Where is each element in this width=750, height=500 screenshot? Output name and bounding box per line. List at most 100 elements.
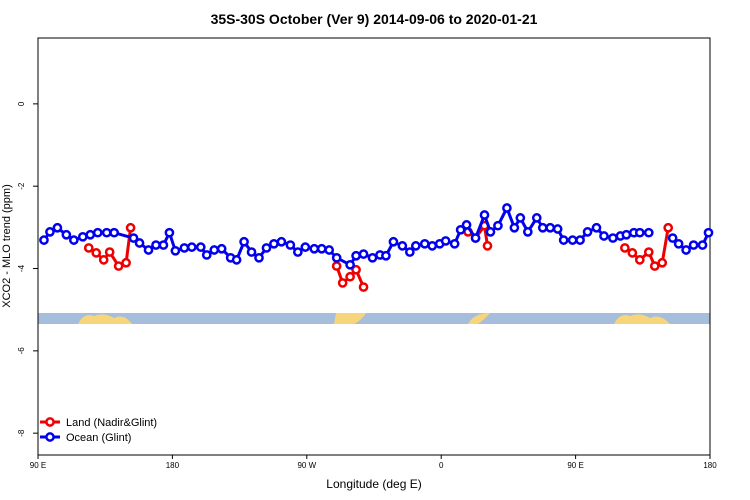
point [331, 252, 342, 263]
point [246, 247, 257, 257]
point [316, 243, 327, 254]
point [209, 245, 220, 255]
point [83, 243, 94, 253]
point [170, 245, 181, 256]
point [522, 227, 533, 237]
point [634, 255, 645, 265]
point [427, 241, 438, 251]
point [599, 231, 609, 241]
point [345, 259, 355, 270]
point [509, 222, 520, 233]
point [91, 248, 102, 258]
point [449, 238, 460, 249]
point [558, 235, 569, 245]
point [531, 213, 542, 223]
plot-frame [37, 37, 711, 456]
point [92, 227, 103, 238]
point [502, 203, 512, 213]
point [537, 222, 548, 233]
legend-marker [45, 432, 55, 442]
y-axis-label: XCO2 - MLO trend (ppm) [1, 184, 13, 307]
point [381, 250, 391, 261]
point [703, 227, 714, 238]
point [358, 282, 369, 292]
point [98, 255, 109, 265]
point [673, 238, 684, 249]
point [575, 235, 585, 245]
point [39, 235, 49, 245]
point [104, 247, 115, 257]
y-tick-label: -4 [17, 264, 26, 272]
point [410, 241, 421, 251]
point [324, 245, 335, 255]
point [643, 247, 654, 257]
point [231, 255, 242, 265]
x-tick-label: 0 [439, 461, 444, 470]
x-tick-label: 180 [166, 461, 180, 470]
x-tick-label: 90 W [297, 461, 316, 470]
point [351, 264, 361, 275]
point [101, 227, 112, 238]
point [164, 227, 175, 238]
y-tick-label: -2 [17, 182, 26, 190]
x-tick-label: 90 E [30, 461, 46, 470]
point [515, 213, 526, 223]
point [649, 261, 660, 271]
point [479, 210, 490, 220]
x-tick-label: 90 E [567, 461, 583, 470]
point [627, 248, 638, 258]
point [621, 229, 632, 240]
point [158, 240, 169, 250]
point [620, 243, 630, 253]
point [567, 235, 578, 245]
point [397, 241, 408, 251]
point [388, 236, 399, 247]
point [337, 278, 348, 288]
point [85, 229, 96, 240]
point [109, 227, 120, 238]
chart-title: 35S-30S October (Ver 9) 2014-09-06 to 20… [211, 11, 538, 27]
point [261, 243, 272, 253]
legend-marker [45, 417, 55, 427]
point [643, 227, 654, 238]
x-tick-label: 180 [703, 461, 717, 470]
point [663, 222, 674, 233]
point [582, 227, 593, 237]
point [309, 243, 320, 254]
y-tick-label: -8 [17, 429, 26, 437]
point [77, 231, 88, 242]
x-axis-label: Longitude (deg E) [326, 477, 421, 491]
legend-label: Land (Nadir&Glint) [66, 417, 157, 429]
point [461, 220, 472, 230]
map-strip [38, 313, 710, 324]
point [608, 233, 618, 243]
point [276, 236, 287, 247]
point [545, 222, 556, 233]
point [358, 249, 369, 259]
point [239, 236, 249, 247]
point [285, 240, 296, 250]
point [482, 241, 493, 251]
point [485, 227, 496, 237]
point [186, 242, 197, 252]
point [681, 245, 691, 255]
point [134, 238, 145, 248]
point [128, 233, 139, 243]
point [201, 250, 212, 260]
point [634, 227, 645, 238]
point [470, 233, 481, 243]
legend-label: Ocean (Glint) [66, 432, 131, 444]
point [404, 247, 415, 257]
point [121, 257, 131, 268]
point [331, 261, 342, 271]
point [52, 222, 63, 233]
point [216, 243, 227, 254]
y-tick-label: -6 [17, 347, 26, 355]
point [697, 240, 708, 250]
point [125, 222, 136, 233]
point [455, 224, 466, 235]
point [151, 240, 161, 250]
point [657, 257, 668, 268]
point [552, 224, 563, 234]
